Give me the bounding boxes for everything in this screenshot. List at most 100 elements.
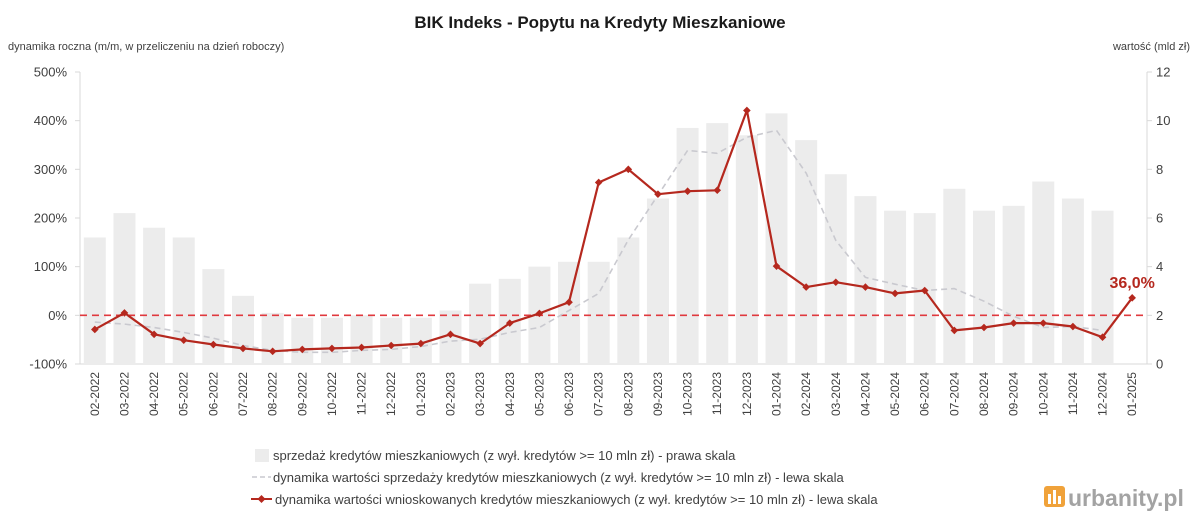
x-tick-label: 11-2022 — [355, 372, 369, 415]
data-point-marker — [743, 106, 751, 115]
data-point-marker — [980, 323, 988, 332]
data-point-marker — [505, 319, 514, 327]
legend-label-sales-dynamics: dynamika wartości sprzedaży kredytów mie… — [273, 470, 845, 485]
bar — [350, 315, 373, 364]
x-tick-label: 02-2024 — [799, 372, 813, 416]
bar — [469, 283, 492, 364]
bar — [854, 196, 877, 364]
legend-item-applications-dynamics: dynamika wartości wnioskowanych kredytów… — [251, 492, 878, 507]
x-tick-label: 12-2023 — [740, 372, 754, 416]
right-tick-label: 8 — [1156, 162, 1163, 177]
sales-dynamics-line — [94, 129, 1103, 354]
x-tick-label: 01-2025 — [1125, 372, 1139, 416]
bar — [1032, 181, 1055, 364]
right-tick-label: 6 — [1156, 211, 1163, 226]
data-point-marker — [654, 190, 662, 198]
x-tick-labels: 02-2022 03-2022 04-2022 05-2022 06-2022 07-20… — [88, 372, 1139, 416]
x-tick-label: 03-2022 — [117, 372, 131, 416]
line-markers — [91, 106, 1136, 356]
bar — [943, 188, 966, 364]
data-point-marker — [713, 186, 722, 195]
bar — [261, 312, 284, 364]
bar — [884, 210, 907, 364]
x-tick-label: 11-2024 — [1066, 372, 1080, 415]
applications-dynamics-line — [94, 109, 1134, 353]
left-tick-label: 100% — [34, 259, 68, 274]
data-point-marker — [802, 283, 810, 291]
right-tick-label: 12 — [1156, 65, 1170, 80]
x-tick-label: 09-2023 — [651, 372, 665, 416]
bar — [735, 135, 758, 364]
line-series — [94, 109, 1134, 354]
legend-item-sales-bars: sprzedaż kredytów mieszkaniowych (z wył.… — [255, 448, 736, 463]
bar — [617, 237, 640, 364]
left-tick-label: 200% — [34, 211, 68, 226]
data-point-marker — [1009, 319, 1018, 327]
x-tick-label: 08-2023 — [621, 372, 635, 416]
left-tick-label: -100% — [29, 357, 67, 372]
data-point-marker — [209, 340, 218, 349]
data-point-marker — [150, 330, 158, 339]
bar — [380, 317, 403, 364]
data-point-marker — [387, 341, 396, 350]
bar — [172, 237, 195, 364]
left-tick-label: 500% — [34, 65, 68, 80]
legend-label-applications-dynamics: dynamika wartości wnioskowanych kredytów… — [275, 492, 878, 507]
data-point-marker — [1069, 322, 1077, 331]
legend-item-sales-dynamics: dynamika wartości sprzedaży kredytów mie… — [252, 470, 845, 485]
data-label: 36,0% — [1109, 275, 1154, 292]
data-point-marker — [1098, 333, 1107, 342]
bar — [1091, 210, 1114, 364]
x-tick-label: 04-2024 — [858, 372, 872, 416]
bar — [824, 174, 847, 364]
bar — [320, 317, 343, 364]
data-point-marker — [1039, 319, 1048, 327]
bar — [706, 123, 729, 364]
data-point-marker — [950, 326, 959, 335]
bar — [676, 127, 699, 364]
x-tick-label: 05-2023 — [532, 372, 546, 416]
x-tick-label: 03-2024 — [829, 372, 843, 416]
building-logo-icon — [1044, 486, 1065, 507]
right-axis-label: wartość (mld zł) — [1112, 41, 1190, 53]
data-point-marker — [920, 286, 929, 295]
data-labels: 36,0% — [1109, 275, 1154, 292]
bar — [143, 227, 166, 364]
left-tick-label: 300% — [34, 162, 68, 177]
left-tick-label: 400% — [34, 113, 68, 128]
right-tick-label: 10 — [1156, 113, 1170, 128]
bar — [291, 317, 314, 364]
bar-series — [83, 113, 1114, 364]
data-point-marker — [91, 325, 99, 334]
bar — [558, 261, 581, 364]
x-tick-label: 07-2022 — [236, 372, 250, 416]
left-tick-labels: -100% 0% 100% 200% 300% 400% 500% — [29, 65, 67, 372]
data-point-marker — [565, 298, 573, 306]
x-tick-label: 07-2024 — [947, 372, 961, 416]
data-point-marker — [417, 339, 425, 348]
x-tick-label: 08-2022 — [266, 372, 280, 416]
data-point-marker — [298, 345, 307, 354]
legend-label-sales-bars: sprzedaż kredytów mieszkaniowych (z wył.… — [273, 448, 736, 463]
x-tick-label: 01-2023 — [414, 372, 428, 416]
data-point-marker — [476, 339, 484, 348]
left-axis-label: dynamika roczna (m/m, w przeliczeniu na … — [8, 41, 284, 53]
right-tick-label: 2 — [1156, 308, 1163, 323]
x-tick-label: 04-2023 — [503, 372, 517, 416]
data-point-marker — [446, 330, 455, 339]
bar — [232, 295, 255, 364]
bar — [646, 198, 669, 364]
data-point-marker — [624, 165, 633, 174]
x-tick-label: 02-2022 — [88, 372, 102, 416]
legend-marker-diamond-icon — [257, 495, 266, 503]
legend-swatch-bars — [255, 449, 269, 462]
bar — [587, 261, 610, 364]
x-tick-label: 05-2024 — [888, 372, 902, 416]
x-tick-label: 07-2023 — [592, 372, 606, 416]
data-point-marker — [861, 283, 870, 291]
bar — [1061, 198, 1084, 364]
data-point-marker — [594, 178, 603, 187]
x-tick-label: 05-2022 — [177, 372, 191, 416]
x-tick-label: 10-2023 — [681, 372, 695, 416]
